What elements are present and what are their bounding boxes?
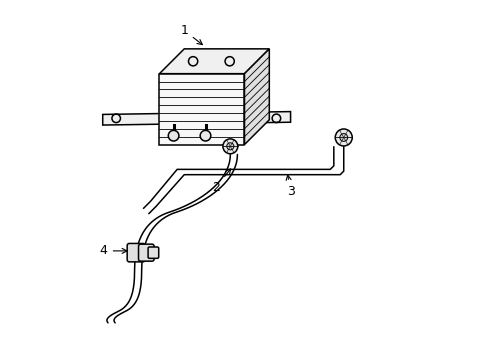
FancyBboxPatch shape: [127, 243, 144, 262]
Circle shape: [223, 139, 237, 154]
Polygon shape: [159, 74, 244, 145]
Circle shape: [339, 134, 347, 141]
Circle shape: [335, 129, 351, 146]
Polygon shape: [159, 49, 269, 74]
Polygon shape: [244, 49, 269, 145]
Circle shape: [226, 143, 233, 150]
FancyBboxPatch shape: [148, 247, 159, 258]
Polygon shape: [102, 112, 290, 125]
Text: 3: 3: [285, 175, 294, 198]
FancyBboxPatch shape: [138, 244, 154, 261]
Circle shape: [200, 130, 210, 141]
Text: 2: 2: [212, 169, 230, 194]
Text: 1: 1: [180, 24, 202, 45]
Circle shape: [168, 130, 179, 141]
Text: 4: 4: [100, 244, 127, 257]
